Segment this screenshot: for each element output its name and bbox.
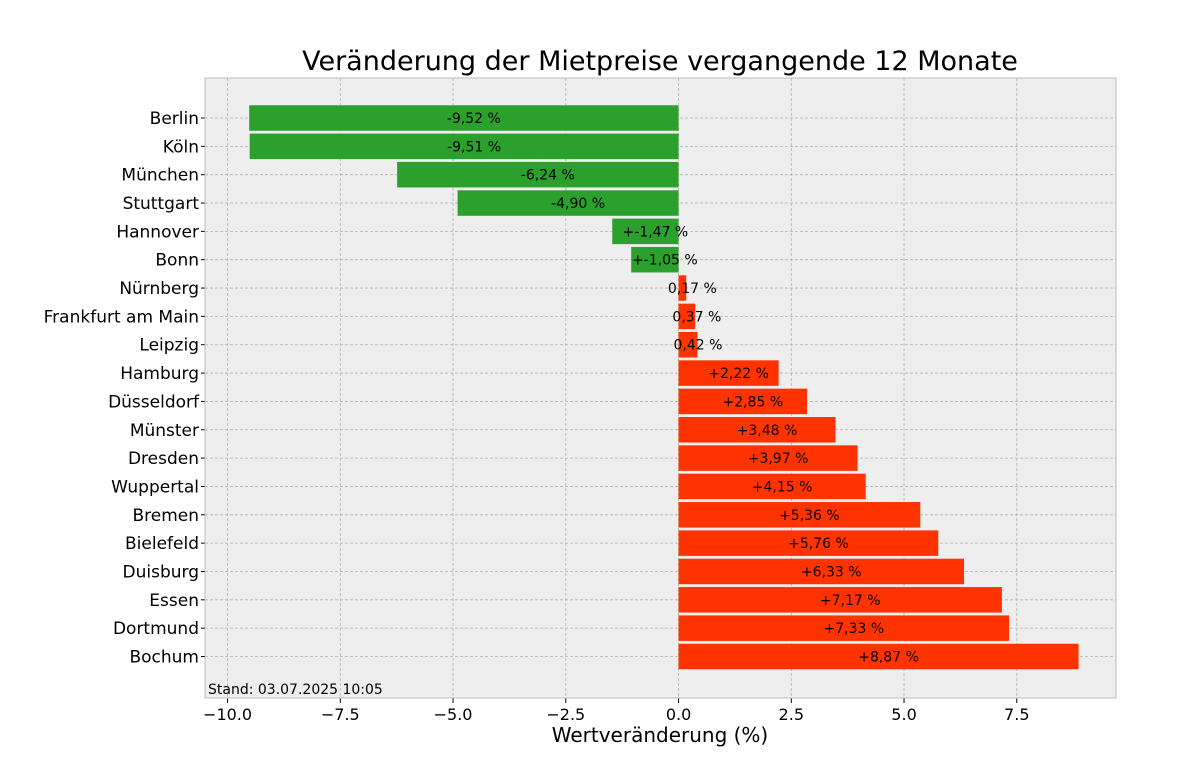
x-tick-label: −10.0: [203, 705, 252, 724]
x-tick-label: −2.5: [546, 705, 585, 724]
bar: [678, 303, 696, 330]
bar-value-label: +-1,47 %: [623, 224, 689, 240]
x-tick-label: −7.5: [321, 705, 360, 724]
bar-value-label: +3,97 %: [748, 451, 809, 467]
value-labels: -9,52 % -9,51 % -6,24 % -4,90 % +-1,47 % +-1,…: [447, 111, 919, 666]
bar-value-label: -9,51 %: [447, 139, 501, 155]
category-label: Wuppertal: [111, 477, 199, 497]
category-label: Essen: [149, 591, 199, 611]
bar: [678, 643, 1079, 670]
bar: [397, 161, 679, 188]
category-label: Hannover: [116, 222, 199, 242]
bar: [678, 445, 858, 471]
bar-value-label: +2,85 %: [722, 394, 783, 410]
timestamp-note: Stand: 03.07.2025 10:05: [208, 682, 383, 698]
category-label: Berlin: [150, 109, 199, 129]
bar-value-label: +6,33 %: [801, 564, 862, 580]
bar-value-label: -4,90 %: [551, 196, 605, 212]
bar-value-label: +7,33 %: [823, 621, 884, 637]
category-label: Dortmund: [113, 619, 199, 639]
bar-value-label: +-1,05 %: [632, 253, 698, 269]
x-tick-label: 0.0: [666, 705, 691, 724]
bar: [678, 530, 939, 556]
category-label: Köln: [163, 137, 199, 157]
bar: [249, 105, 679, 131]
bar-value-label: +8,87 %: [858, 650, 919, 666]
bar: [631, 246, 679, 273]
bar: [612, 218, 679, 245]
category-label: Bochum: [129, 648, 199, 668]
bar-value-label: +7,17 %: [820, 593, 881, 609]
bar-value-label: +2,22 %: [708, 366, 769, 382]
bar: [678, 275, 687, 301]
bar-value-label: -6,24 %: [521, 168, 575, 184]
chart-title: Veränderung der Mietpreise vergangende 1…: [302, 46, 1018, 77]
category-label: Nürnberg: [119, 279, 199, 299]
category-label: Münster: [130, 421, 199, 441]
x-axis-title: Wertveränderung (%): [552, 723, 769, 747]
x-tick-label: 5.0: [891, 705, 916, 724]
bar: [678, 360, 779, 386]
bar: [678, 587, 1002, 613]
bar: [457, 190, 679, 216]
category-labels: Berlin Köln München Stuttgart Hannover Bonn Nü…: [44, 109, 205, 668]
x-tick-label: 2.5: [779, 705, 804, 724]
bars: [249, 105, 1079, 670]
bar-value-label: +5,36 %: [779, 508, 840, 524]
bar-value-label: +4,15 %: [752, 479, 813, 495]
category-label: Stuttgart: [123, 194, 200, 214]
category-label: Düsseldorf: [108, 392, 200, 412]
category-label: Leipzig: [139, 336, 199, 356]
x-axis-ticks: −10.0 −7.5 −5.0 −2.5 0.0 2.5 5.0 7.5: [203, 698, 1030, 724]
bar: [678, 473, 866, 500]
bar-value-label: +5,76 %: [788, 536, 849, 552]
x-tick-label: −5.0: [434, 705, 473, 724]
category-label: Frankfurt am Main: [44, 307, 199, 327]
bar: [249, 133, 679, 160]
bar-value-label: 0,37 %: [672, 309, 721, 325]
category-label: Hamburg: [120, 364, 199, 384]
bar: [678, 502, 921, 528]
bar: [678, 615, 1010, 641]
bar-value-label: 0,17 %: [668, 281, 717, 297]
category-label: Bremen: [132, 506, 199, 526]
bar: [678, 558, 965, 585]
bar: [678, 388, 808, 415]
category-label: Dresden: [128, 449, 199, 469]
bar-value-label: +3,48 %: [737, 423, 798, 439]
x-tick-label: 7.5: [1004, 705, 1029, 724]
category-label: Bonn: [155, 251, 199, 271]
category-label: Duisburg: [123, 562, 200, 582]
category-label: München: [121, 166, 199, 186]
bar: [678, 331, 698, 358]
bar-value-label: -9,52 %: [447, 111, 501, 127]
category-label: Bielefeld: [125, 534, 199, 554]
bar-value-label: 0,42 %: [674, 338, 723, 354]
bar: [678, 417, 836, 443]
plot-frame: [204, 77, 1117, 699]
